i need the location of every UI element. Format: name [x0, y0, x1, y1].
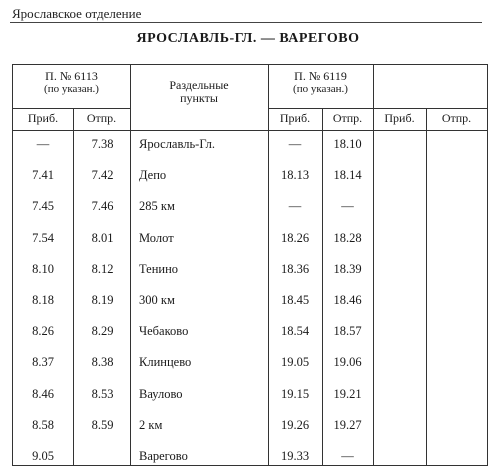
depart-6119: 19.21	[333, 386, 362, 401]
depart-6119: 18.46	[333, 293, 362, 307]
grid-line	[268, 108, 487, 109]
arrive-6113: 8.18	[32, 293, 54, 307]
arrive-6119: —	[288, 199, 302, 214]
station-name: Молот	[139, 230, 174, 245]
section-title: Ярославское отделение	[12, 6, 142, 21]
arrive-6119: 18.45	[280, 293, 310, 307]
depart-6119: 18.10	[333, 137, 362, 151]
grid-line	[13, 130, 487, 131]
route-title: ЯРОСЛАВЛЬ-ГЛ. — ВАРЕГОВО	[136, 31, 360, 46]
depart-6113: 8.29	[91, 324, 114, 339]
arrive-6113: 8.58	[32, 417, 54, 432]
arrive-header: Приб.	[279, 111, 311, 125]
depart-6113: 8.19	[91, 293, 114, 307]
depart-6113: 8.59	[91, 417, 114, 432]
station-name: Ярославль-Гл.	[139, 137, 215, 151]
depart-header: Отпр.	[86, 111, 117, 125]
depart-6113: 7.42	[91, 168, 114, 183]
depart-header: Отпр.	[441, 111, 472, 125]
arrive-6119: 19.33	[280, 449, 310, 463]
arrive-6113: 8.37	[32, 355, 54, 370]
arrive-6113: 9.05	[32, 449, 54, 463]
station-name: Клинцево	[139, 355, 192, 370]
depart-header: Отпр.	[332, 111, 363, 125]
train-6119-number: П. № 6119	[294, 69, 347, 83]
depart-6119: 18.39	[333, 261, 362, 276]
arrive-6119: 18.13	[280, 168, 310, 183]
depart-6119: 18.57	[333, 324, 362, 339]
arrive-6119: —	[288, 137, 302, 151]
station-name: 2 км	[139, 417, 163, 432]
arrive-header: Приб.	[384, 111, 415, 125]
arrive-6113: —	[36, 137, 50, 151]
arrive-6113: 8.46	[32, 386, 54, 401]
arrive-6119: 19.05	[280, 355, 310, 370]
grid-line	[322, 108, 323, 465]
arrive-6119: 18.36	[280, 261, 310, 276]
depart-6113: 8.01	[91, 230, 114, 245]
arrive-6119: 18.26	[280, 230, 310, 245]
station-name: 285 км	[139, 199, 175, 214]
grid-line	[13, 108, 130, 109]
train-6119-note: (по указан.)	[293, 83, 348, 95]
arrive-6113: 8.26	[32, 324, 54, 339]
depart-6119: —	[341, 199, 354, 214]
arrive-6113: 8.10	[32, 261, 54, 276]
timetable: П. № 6113 (по указан.) Раздельные пункты…	[12, 64, 488, 466]
depart-6113: 7.38	[91, 137, 114, 151]
arrive-6119: 19.26	[280, 417, 310, 432]
station-name: Чебаково	[139, 324, 189, 339]
arrive-6113: 7.41	[32, 168, 54, 183]
arrive-6113: 7.45	[32, 199, 54, 214]
depart-6119: 18.28	[333, 230, 362, 245]
arrive-6113: 7.54	[32, 230, 54, 245]
grid-line	[130, 65, 131, 465]
depart-6119: 19.06	[333, 355, 362, 370]
station-name: Тенино	[139, 261, 179, 276]
grid-line	[73, 108, 74, 465]
station-name: Ваулово	[139, 386, 183, 401]
depart-6113: 7.46	[91, 199, 114, 214]
arrive-header: Приб.	[27, 111, 59, 125]
train-6119-header: П. № 6119 (по указан.)	[268, 70, 373, 96]
depart-6119: 18.14	[333, 168, 362, 183]
arrive-6119: 18.54	[280, 324, 310, 339]
depart-6113: 8.53	[91, 386, 114, 401]
grid-line	[373, 65, 374, 465]
station-name: 300 км	[139, 293, 175, 307]
section-rule	[10, 22, 482, 23]
stations-header: Раздельные пункты	[169, 78, 229, 105]
depart-6113: 8.12	[91, 261, 114, 276]
train-6113-note: (по указан.)	[44, 83, 99, 95]
depart-6113: 8.38	[91, 355, 114, 370]
grid-line	[268, 65, 269, 465]
depart-6119: 19.27	[333, 417, 362, 432]
arrive-6119: 19.15	[280, 386, 310, 401]
station-name: Варегово	[139, 449, 188, 463]
grid-line	[426, 108, 427, 465]
station-name: Депо	[139, 168, 167, 183]
train-6113-header: П. № 6113 (по указан.)	[13, 70, 130, 96]
depart-6119: —	[341, 449, 354, 463]
train-6113-number: П. № 6113	[45, 69, 98, 83]
